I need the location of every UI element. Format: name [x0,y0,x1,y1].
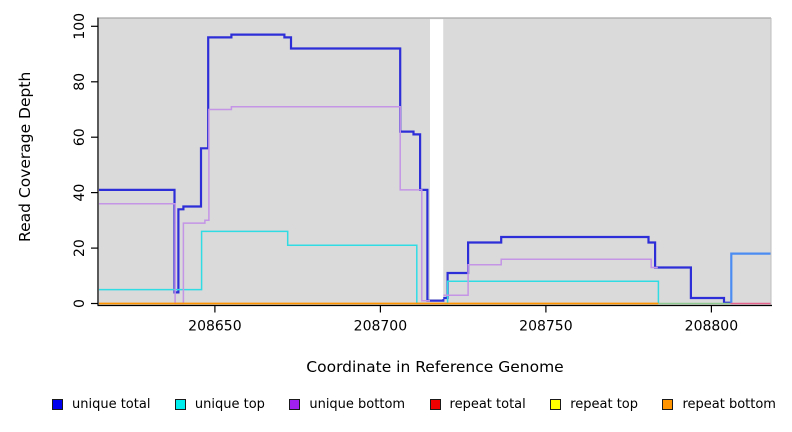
y-tick-label: 40 [72,184,88,202]
legend: unique total unique top unique bottom repea… [0,397,792,412]
legend-label-unique-top: unique top [194,397,265,412]
legend-label-repeat-bottom: repeat bottom [682,397,776,412]
y-axis-title: Read Coverage Depth [16,71,34,242]
unique-bottom-line-right [443,258,658,296]
x-tick-label: 208750 [519,319,572,335]
y-tick-label: 60 [72,128,88,146]
plot-canvas: 208650 208700 208750 208800 0 20 40 60 80 100 [72,13,772,335]
legend-item-unique-total: unique total [52,397,150,412]
legend-label-unique-total: unique total [72,397,151,412]
x-tick-label: 208650 [188,319,241,335]
legend-label-repeat-total: repeat total [449,397,526,412]
unique-top-line-left [99,230,430,305]
legend-swatch-repeat-top [550,399,562,410]
legend-label-unique-bottom: unique bottom [309,397,406,412]
legend-swatch-repeat-bottom [662,399,674,410]
no-data-gap [430,19,444,300]
y-tick-label: 80 [72,73,88,91]
legend-swatch-unique-total [52,399,63,410]
legend-label-repeat-top: repeat top [570,397,638,412]
legend-item-repeat-total: repeat total [429,397,526,412]
x-tick-label: 208700 [354,319,407,335]
x-axis-title: Coordinate in Reference Genome [306,358,564,376]
legend-item-repeat-bottom: repeat bottom [662,397,776,412]
legend-swatch-repeat-total [429,399,441,410]
unique-total-line [99,33,732,304]
legend-item-repeat-top: repeat top [550,397,638,412]
legend-item-unique-bottom: unique bottom [289,397,405,412]
x-tick-label: 208800 [685,319,738,335]
unique-total-line-right-blend [730,252,771,303]
y-tick-label: 100 [72,13,88,40]
y-tick-label: 20 [72,239,88,257]
legend-item-unique-top: unique top [174,397,265,412]
y-tick-label: 0 [72,299,88,308]
legend-swatch-unique-top [174,399,186,410]
legend-swatch-unique-bottom [289,399,301,410]
